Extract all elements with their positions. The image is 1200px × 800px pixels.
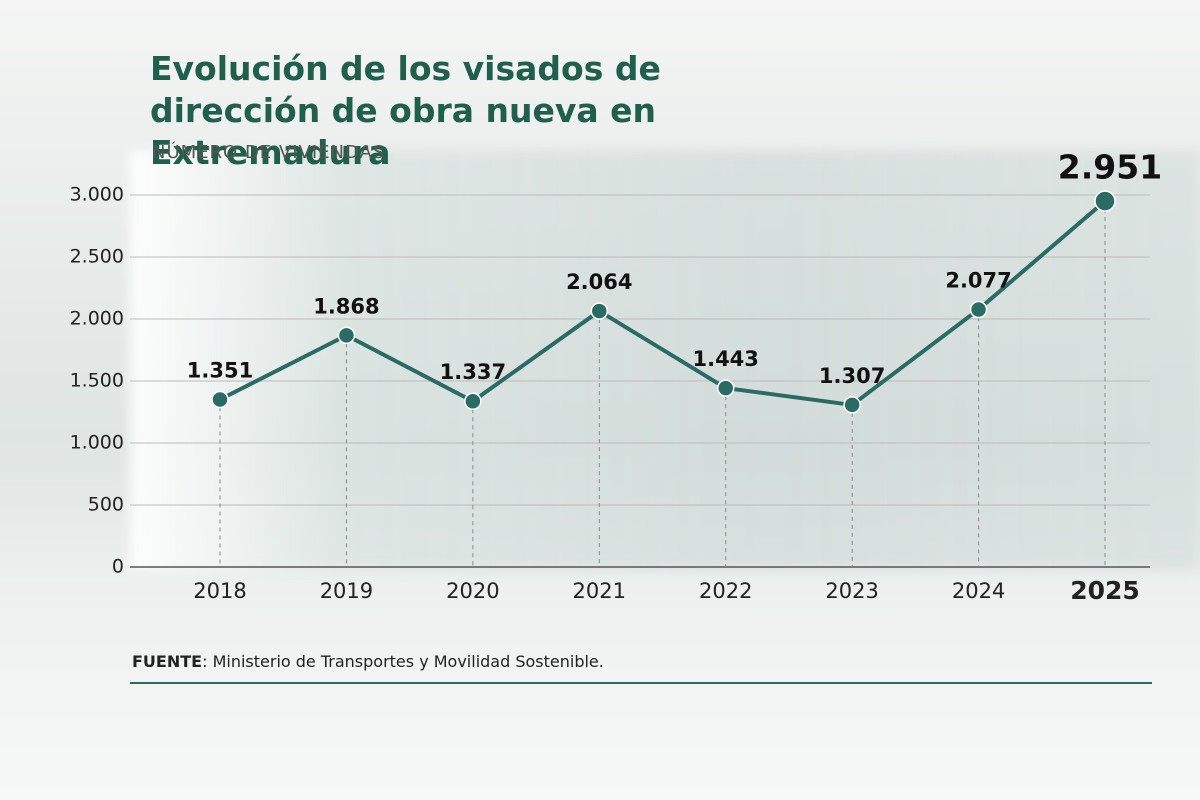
y-tick-label: 2.000	[70, 308, 124, 330]
data-point	[590, 302, 609, 320]
y-tick-label: 1.500	[70, 370, 124, 392]
x-tick-label: 2020	[446, 579, 499, 603]
y-tick-label: 0	[112, 556, 124, 578]
y-tick-label: 3.000	[70, 184, 124, 206]
value-label: 1.337	[440, 360, 506, 384]
data-point	[337, 326, 356, 345]
series-line	[219, 199, 1107, 407]
data-point	[716, 379, 735, 397]
value-label: 1.868	[313, 294, 379, 318]
x-tick-label: 2022	[699, 579, 752, 603]
x-tick-label: 2018	[193, 579, 246, 603]
bottom-rule	[130, 682, 1152, 684]
y-tick-label: 500	[88, 494, 124, 516]
background-photo	[130, 150, 1200, 570]
data-point	[211, 390, 229, 409]
x-tick-label: 2023	[825, 579, 878, 603]
value-label: 2.077	[945, 268, 1011, 292]
source-label: FUENTE	[132, 652, 203, 671]
x-tick-label: 2019	[320, 579, 373, 603]
value-label: 1.443	[692, 347, 758, 371]
y-tick-label: 2.500	[70, 246, 124, 268]
data-point	[464, 392, 482, 410]
x-tick-label: 2021	[573, 579, 626, 603]
value-label: 2.951	[1058, 148, 1162, 187]
y-tick-label: 1.000	[70, 432, 124, 454]
source-text: : Ministerio de Transportes y Movilidad …	[202, 652, 604, 671]
value-label: 1.351	[187, 358, 253, 382]
chart-title: Evolución de los visados de dirección de…	[150, 49, 661, 172]
data-point	[843, 396, 861, 414]
x-tick-label: 2025	[1070, 576, 1140, 605]
source: FUENTE: Ministerio de Transportes y Movi…	[132, 652, 604, 671]
x-tick-label: 2024	[952, 579, 1005, 603]
value-label: 2.064	[566, 270, 632, 294]
chart-subtitle: NÚMERO DE VIVIENDAS	[152, 142, 386, 163]
data-point	[969, 300, 988, 319]
value-label: 1.307	[819, 364, 885, 388]
data-point	[1094, 190, 1116, 212]
